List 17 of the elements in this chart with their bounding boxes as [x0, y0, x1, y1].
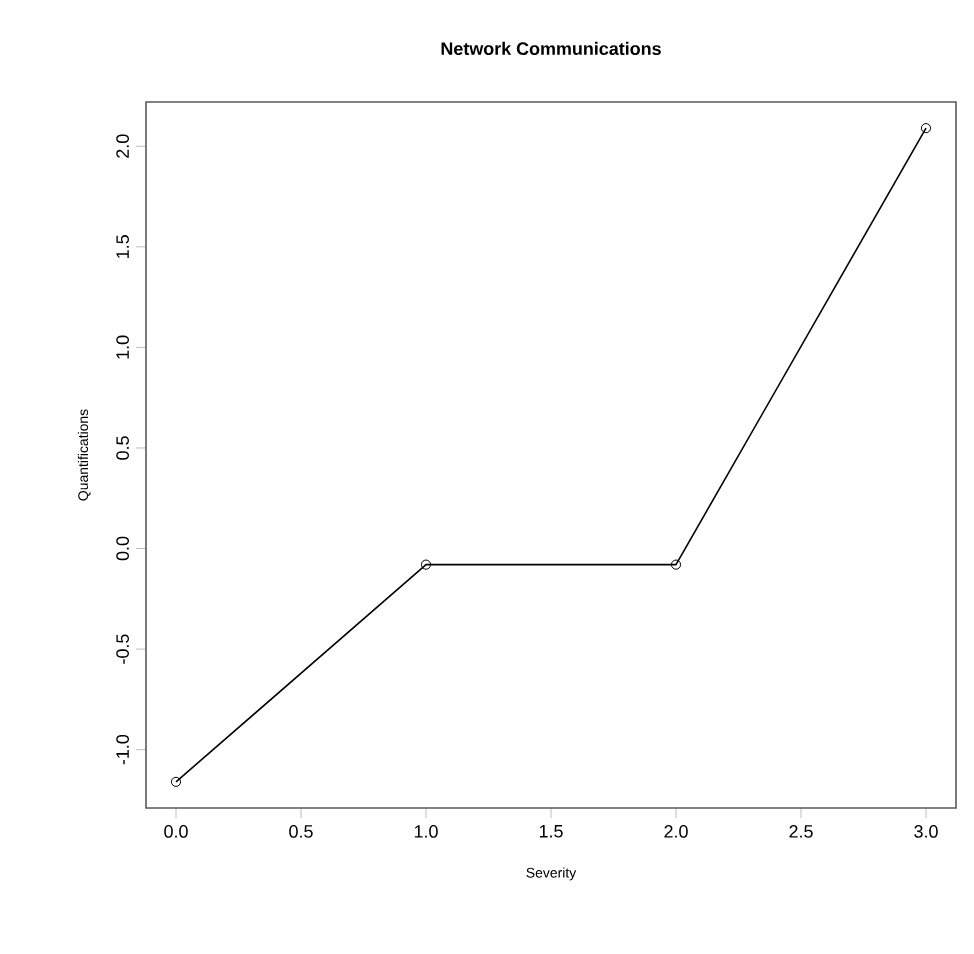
y-tick-label: 1.5: [116, 235, 129, 258]
x-tick-label: 1.5: [539, 825, 563, 838]
x-tick-label: 0.0: [164, 825, 188, 838]
y-tick-label: 2.0: [116, 134, 129, 158]
y-tick-label: 0.0: [116, 536, 129, 561]
point: [670, 559, 682, 570]
chart-title: Network Communications: [441, 41, 661, 55]
x-tick-label: 0.5: [289, 825, 313, 838]
y-tick-label: -1.0: [116, 734, 129, 765]
x-tick-label: 2.5: [789, 825, 813, 838]
x-tick-label: 2.0: [664, 825, 688, 838]
x-tick-label: 3.0: [914, 825, 938, 838]
y-tick-label: 0.5: [116, 436, 129, 460]
point: [420, 559, 432, 570]
x-tick-label: 1.0: [414, 825, 438, 838]
y-tick-label: -0.5: [116, 634, 129, 664]
y-tick-label: 1.0: [116, 335, 129, 359]
